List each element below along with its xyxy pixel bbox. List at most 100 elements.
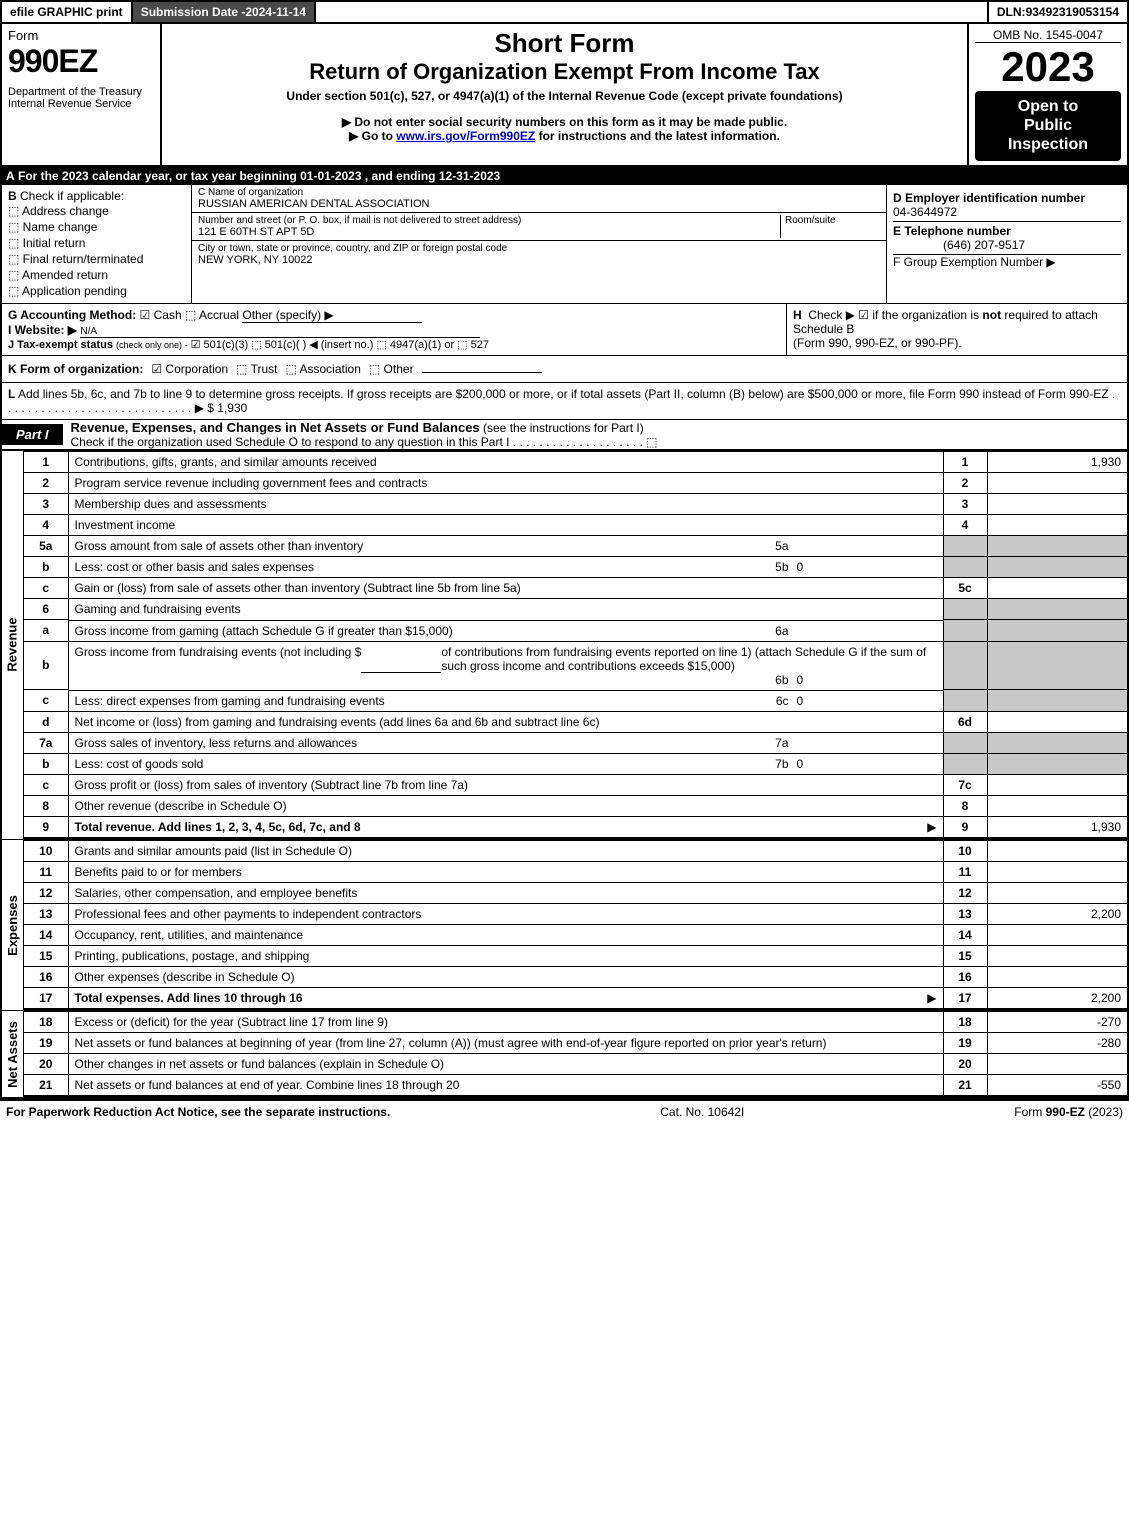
line-14-desc: Occupancy, rent, utilities, and maintena… [68, 925, 943, 946]
subdate-label: Submission Date - [141, 5, 246, 19]
line-5c-desc: Gain or (loss) from sale of assets other… [68, 578, 943, 599]
line-4: 4Investment income4 [24, 514, 1127, 535]
line-19: 19Net assets or fund balances at beginni… [24, 1033, 1127, 1054]
chk-527[interactable]: 527 [457, 339, 489, 351]
chk-final-return[interactable]: Final return/terminated [8, 251, 185, 267]
expenses-section: Expenses 10Grants and similar amounts pa… [0, 839, 1129, 1010]
part-1-paren: (see the instructions for Part I) [483, 421, 644, 435]
chk-application-pending[interactable]: Application pending [8, 283, 185, 299]
dln-label: DLN: [997, 5, 1026, 19]
chk-501c[interactable]: 501(c)( ) ◀ (insert no.) [251, 339, 373, 351]
line-5a: 5aGross amount from sale of assets other… [24, 535, 1127, 556]
subtitle-ssn: ▶ Do not enter social security numbers o… [168, 115, 961, 129]
line-7c: cGross profit or (loss) from sales of in… [24, 775, 1127, 796]
line-21-amt: -550 [987, 1075, 1127, 1097]
revenue-vlabel: Revenue [5, 618, 20, 672]
street-value: 121 E 60TH ST APT 5D [198, 226, 780, 238]
line-19-amt: -280 [987, 1033, 1127, 1054]
line-7b-amt: 0 [797, 757, 937, 771]
line-10: 10Grants and similar amounts paid (list … [24, 841, 1127, 862]
room-label: Room/suite [785, 215, 880, 226]
chk-name-change[interactable]: Name change [8, 219, 185, 235]
row-g-accounting: G Accounting Method: Cash Accrual Other … [8, 308, 780, 323]
h-text1: Check ▶ [808, 308, 858, 322]
line-6b: bGross income from fundraising events (n… [24, 641, 1127, 690]
j-label: J Tax-exempt status [8, 339, 113, 351]
row-i-website: I Website: ▶ N/A [8, 323, 780, 338]
subtitle-section: Under section 501(c), 527, or 4947(a)(1)… [168, 89, 961, 103]
subdate-value: 2024-11-14 [245, 5, 306, 19]
chk-accrual[interactable]: Accrual [185, 308, 239, 322]
row-k-org-form: K Form of organization: Corporation Trus… [8, 360, 1121, 378]
h-label: H [793, 308, 802, 322]
part-1-title: Revenue, Expenses, and Changes in Net As… [71, 420, 480, 435]
chk-4947[interactable]: 4947(a)(1) or [376, 339, 454, 351]
efile-label[interactable]: efile GRAPHIC print [2, 2, 133, 22]
goto-post: for instructions and the latest informat… [535, 129, 780, 143]
group-exemption-label: F Group Exemption Number ▶ [893, 255, 1056, 269]
chk-501c3[interactable]: 501(c)(3) [191, 339, 249, 351]
chk-schedule-b[interactable] [858, 308, 872, 322]
title-short-form: Short Form [168, 28, 961, 59]
line-1-amt: 1,930 [987, 451, 1127, 472]
line-12: 12Salaries, other compensation, and empl… [24, 883, 1127, 904]
city-label: City or town, state or province, country… [198, 243, 880, 254]
footer-form-ref: Form 990-EZ (2023) [1014, 1105, 1123, 1119]
row-a-tax-year: A For the 2023 calendar year, or tax yea… [0, 167, 1129, 185]
chk-other-org[interactable]: Other [369, 362, 414, 376]
line-6c-desc: Less: direct expenses from gaming and fu… [75, 694, 768, 708]
line-9: 9Total revenue. Add lines 1, 2, 3, 4, 5c… [24, 817, 1127, 839]
part-1-check-line: Check if the organization used Schedule … [71, 435, 510, 449]
badge-line3: Inspection [1008, 136, 1088, 153]
line-18-desc: Excess or (deficit) for the year (Subtra… [68, 1012, 943, 1033]
line-12-amt [987, 883, 1127, 904]
line-7c-desc: Gross profit or (loss) from sales of inv… [68, 775, 943, 796]
line-18: 18Excess or (deficit) for the year (Subt… [24, 1012, 1127, 1033]
irs-link[interactable]: www.irs.gov/Form990EZ [396, 129, 535, 143]
line-4-desc: Investment income [68, 514, 943, 535]
part-1-tag: Part I [2, 424, 63, 445]
line-6b-amt: 0 [797, 673, 937, 687]
part-1-header: Part I Revenue, Expenses, and Changes in… [0, 419, 1129, 451]
chk-corporation[interactable]: Corporation [151, 362, 228, 376]
line-13: 13Professional fees and other payments t… [24, 904, 1127, 925]
goto-pre: ▶ Go to [349, 129, 396, 143]
page-footer: For Paperwork Reduction Act Notice, see … [0, 1099, 1129, 1123]
dept-treasury: Department of the Treasury [8, 86, 154, 98]
chk-cash[interactable]: Cash [140, 308, 182, 322]
part-1-checkbox[interactable]: ⬚ [646, 435, 657, 449]
box-b-label: B [8, 189, 17, 203]
footer-cat-no: Cat. No. 10642I [660, 1105, 744, 1119]
line-7a-desc: Gross sales of inventory, less returns a… [75, 736, 768, 750]
line-16: 16Other expenses (describe in Schedule O… [24, 967, 1127, 988]
line-14: 14Occupancy, rent, utilities, and mainte… [24, 925, 1127, 946]
line-6b-desc2: of contributions from fundraising events… [441, 645, 936, 673]
chk-amended-return[interactable]: Amended return [8, 267, 185, 283]
chk-initial-return[interactable]: Initial return [8, 235, 185, 251]
box-b-check-label: Check if applicable: [20, 189, 124, 203]
row-j-tax-status: J Tax-exempt status (check only one) - 5… [8, 338, 780, 351]
line-3-amt [987, 493, 1127, 514]
chk-association[interactable]: Association [285, 362, 360, 376]
line-5a-desc: Gross amount from sale of assets other t… [75, 539, 768, 553]
line-2-amt [987, 472, 1127, 493]
form-header: Form 990EZ Department of the Treasury In… [0, 24, 1129, 167]
badge-line2: Public [1024, 117, 1072, 134]
line-5b: bLess: cost or other basis and sales exp… [24, 556, 1127, 578]
title-return: Return of Organization Exempt From Incom… [168, 59, 961, 85]
line-2: 2Program service revenue including gover… [24, 472, 1127, 493]
i-label: I Website: ▶ [8, 323, 77, 337]
line-5c-amt [987, 578, 1127, 599]
line-14-amt [987, 925, 1127, 946]
g-other[interactable]: Other (specify) ▶ [242, 308, 422, 323]
street-label: Number and street (or P. O. box, if mail… [198, 215, 780, 226]
l-label: L [8, 387, 15, 401]
line-21-desc: Net assets or fund balances at end of ye… [68, 1075, 943, 1097]
line-10-amt [987, 841, 1127, 862]
line-2-desc: Program service revenue including govern… [68, 472, 943, 493]
line-6c-amt: 0 [797, 694, 937, 708]
line-6-desc: Gaming and fundraising events [68, 599, 943, 620]
chk-trust[interactable]: Trust [236, 362, 277, 376]
line-11: 11Benefits paid to or for members11 [24, 862, 1127, 883]
chk-address-change[interactable]: Address change [8, 203, 185, 219]
